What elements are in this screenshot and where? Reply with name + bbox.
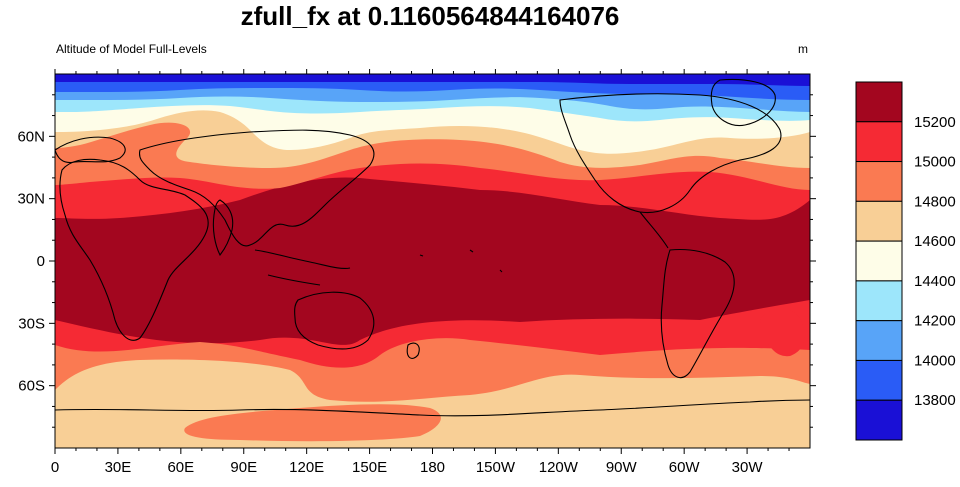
- variable-long-name: Altitude of Model Full-Levels: [56, 42, 207, 56]
- y-tick-label: 60S: [18, 378, 45, 395]
- coastlines: [55, 79, 810, 417]
- colorbar-swatch: [855, 200, 903, 242]
- x-tick-label: 30W: [732, 459, 764, 476]
- x-tick-label: 150W: [476, 459, 516, 476]
- y-tick-label: 30N: [17, 191, 45, 208]
- colorbar-label: 13800: [914, 392, 956, 409]
- y-axis: 60N 30N 0 30S 60S: [17, 94, 816, 428]
- colorbar-label: 14800: [914, 193, 956, 210]
- colorbar-swatch: [855, 399, 903, 441]
- x-axis: 0 30E 60E 90E 120E 150E 180 150W 120W 90W 60W 30W: [51, 69, 790, 476]
- colorbar-label: 14600: [914, 233, 956, 250]
- colorbar-swatch: [855, 161, 903, 202]
- colorbar: 15200 15000 14800 14600 14400 14200 14000 13800: [855, 81, 956, 441]
- colorbar-label: 14200: [914, 313, 956, 330]
- colorbar-swatch: [855, 121, 903, 163]
- colorbar-swatch: [855, 320, 903, 361]
- plot-title: zfull_fx at 0.1160564844164076: [240, 1, 620, 31]
- colorbar-label: 15200: [914, 114, 956, 131]
- x-tick-label: 60E: [167, 459, 194, 476]
- x-tick-label: 150E: [352, 459, 387, 476]
- colorbar-swatch: [855, 240, 903, 282]
- x-tick-label: 90E: [230, 459, 257, 476]
- contour-field: [55, 74, 810, 448]
- y-tick-label: 0: [37, 253, 45, 270]
- units-label: m: [798, 42, 808, 56]
- x-tick-label: 30E: [105, 459, 132, 476]
- colorbar-label: 14000: [914, 352, 956, 369]
- x-tick-label: 120W: [539, 459, 579, 476]
- x-tick-label: 120E: [289, 459, 324, 476]
- x-tick-label: 60W: [669, 459, 701, 476]
- colorbar-swatch: [855, 280, 903, 322]
- colorbar-label: 14400: [914, 273, 956, 290]
- colorbar-swatch: [855, 81, 903, 123]
- x-tick-label: 0: [51, 459, 59, 476]
- x-tick-label: 180: [420, 459, 445, 476]
- y-tick-label: 60N: [17, 128, 45, 145]
- y-tick-label: 30S: [18, 315, 45, 332]
- x-tick-label: 90W: [606, 459, 638, 476]
- colorbar-swatch: [855, 359, 903, 401]
- colorbar-label: 15000: [914, 154, 956, 171]
